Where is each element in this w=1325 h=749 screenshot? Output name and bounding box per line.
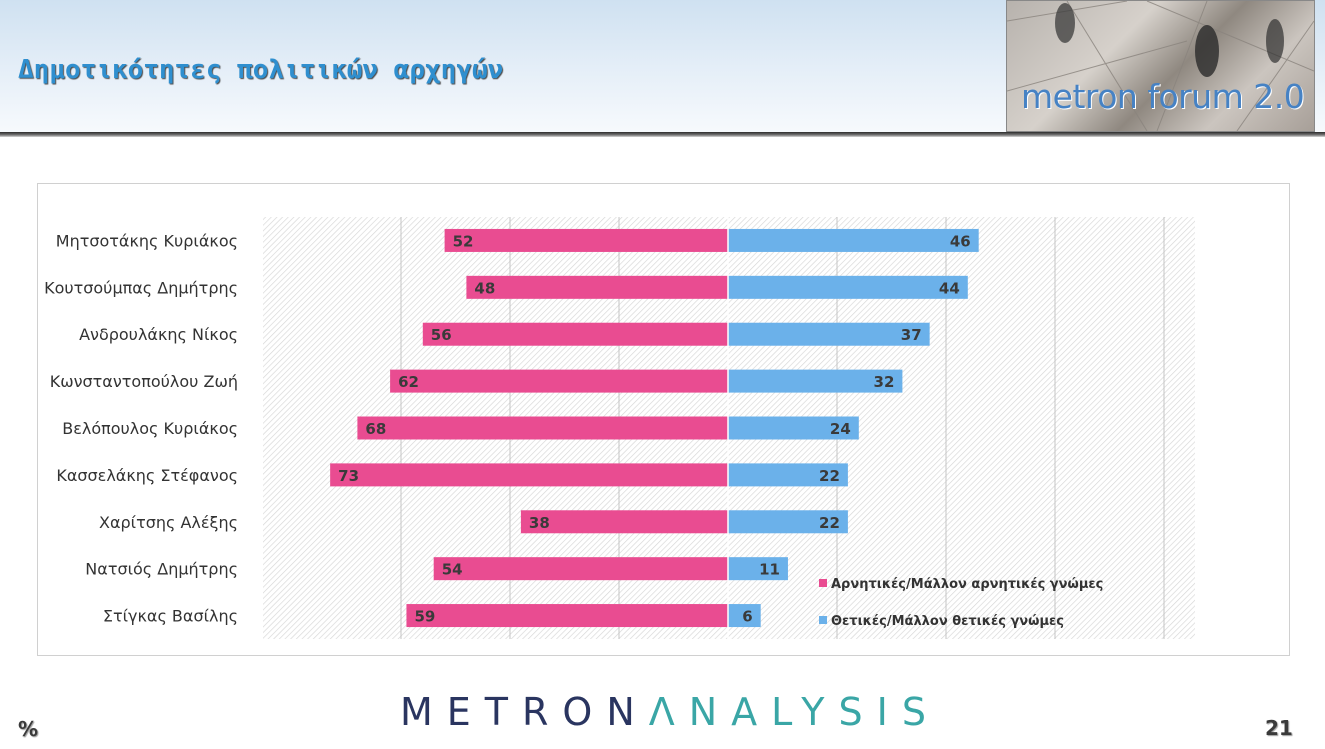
page-number: 21	[1265, 716, 1293, 740]
logo-metron: METRON	[400, 690, 649, 734]
bar-negative	[520, 510, 728, 534]
bar-negative	[433, 557, 728, 581]
category-label: Ανδρουλάκης Νίκος	[79, 325, 238, 344]
legend-label: Θετικές/Μάλλον θετικές γνώμες	[831, 614, 1064, 629]
bar-positive	[728, 604, 761, 628]
chart-frame: Μητσοτάκης Κυριάκος 52 46 Κουτσούμπας Δημήτ…	[37, 183, 1290, 656]
category-label: Κουτσούμπας Δημήτρης	[44, 278, 238, 297]
category-label: Βελόπουλος Κυριάκος	[62, 419, 238, 438]
bar-positive	[728, 557, 788, 581]
bar-positive	[728, 275, 968, 299]
logo-analysis: ΛNALYSIS	[648, 690, 940, 734]
category-label: Κασσελάκης Στέφανος	[56, 466, 238, 485]
bar-negative	[466, 275, 728, 299]
bar-positive-label: 37	[901, 326, 922, 344]
bar-negative-label: 68	[365, 420, 386, 438]
metron-forum-logo: metron forum 2.0	[1006, 0, 1315, 132]
page-title: Δημοτικότητες πολιτικών αρχηγών	[18, 55, 504, 85]
bar-negative	[357, 416, 728, 440]
header-divider	[0, 132, 1325, 137]
bar-negative-label: 54	[442, 561, 463, 579]
bar-positive-label: 32	[874, 373, 895, 391]
bar-positive-label: 44	[939, 279, 960, 297]
category-label: Κωνσταντοπούλου Ζωή	[50, 372, 238, 391]
bar-positive-label: 22	[819, 467, 840, 485]
category-label: Χαρίτσης Αλέξης	[99, 513, 238, 532]
bar-positive	[728, 463, 848, 487]
bar-negative-label: 56	[431, 326, 452, 344]
bar-negative	[422, 322, 728, 346]
bar-negative-label: 48	[474, 279, 495, 297]
bar-negative-label: 59	[414, 608, 435, 626]
category-label: Στίγκας Βασίλης	[103, 607, 238, 626]
bar-negative-label: 38	[529, 514, 550, 532]
bar-negative	[330, 463, 728, 487]
bar-positive-label: 11	[759, 561, 780, 579]
legend-swatch	[819, 616, 827, 624]
bar-negative	[444, 228, 728, 252]
metron-analysis-logo: METRONΛNALYSIS	[400, 690, 940, 734]
legend-swatch	[819, 579, 827, 587]
logo-text: metron forum 2.0	[1021, 77, 1305, 116]
category-label: Νατσιός Δημήτρης	[85, 560, 238, 579]
bar-positive-label: 6	[742, 608, 752, 626]
bar-positive	[728, 228, 979, 252]
legend-label: Αρνητικές/Μάλλον αρνητικές γνώμες	[831, 577, 1103, 592]
bar-positive-label: 46	[950, 232, 971, 250]
bar-negative	[390, 369, 728, 393]
bar-positive	[728, 369, 903, 393]
category-label: Μητσοτάκης Κυριάκος	[56, 231, 238, 250]
bar-positive-label: 22	[819, 514, 840, 532]
bar-positive	[728, 322, 930, 346]
popularity-chart: Μητσοτάκης Κυριάκος 52 46 Κουτσούμπας Δημήτ…	[44, 217, 1195, 639]
bar-negative-label: 73	[338, 467, 359, 485]
logo-pattern	[1007, 1, 1314, 131]
bar-positive-label: 24	[830, 420, 851, 438]
bar-positive	[728, 510, 848, 534]
bar-negative-label: 62	[398, 373, 419, 391]
bar-negative-label: 52	[453, 232, 474, 250]
bar-negative	[406, 604, 728, 628]
unit-label: %	[18, 717, 39, 741]
bar-positive	[728, 416, 859, 440]
